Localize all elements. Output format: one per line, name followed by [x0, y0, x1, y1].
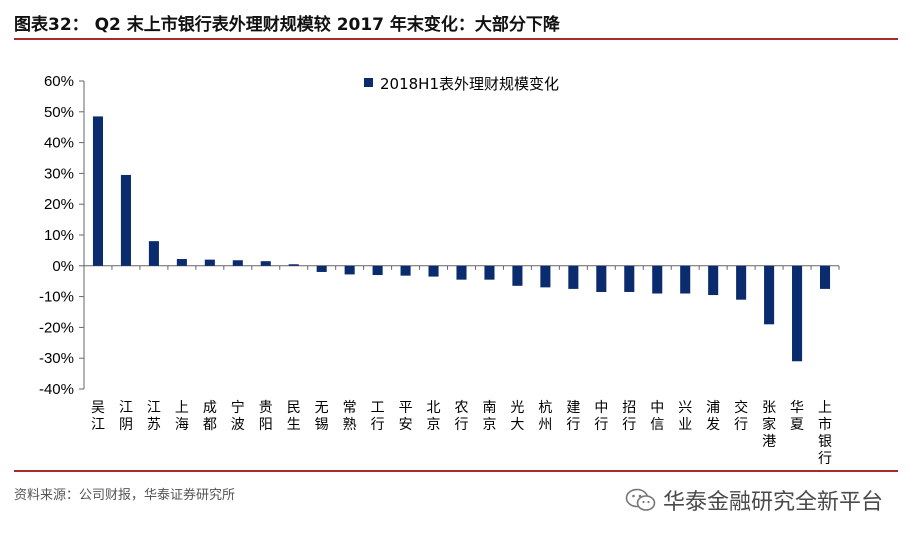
- bar-25: [764, 265, 775, 325]
- y-tick-label: -10%: [39, 289, 74, 306]
- bar-18: [568, 265, 579, 289]
- x-tick-label: 南京: [482, 400, 496, 433]
- x-tick-label: 江阴: [119, 400, 133, 433]
- bar-6: [232, 260, 243, 266]
- bar-chart: -40% -30% -20% -10% 0% 10% 20% 30% 40% 50% 60% 吴江江阴…: [39, 73, 840, 467]
- watermark: 华泰金融研究全新平台: [625, 484, 883, 516]
- bar-11: [372, 265, 383, 276]
- x-tick-label: 杭州: [538, 400, 552, 433]
- y-tick-label: 0%: [52, 258, 74, 275]
- source-divider: [14, 470, 898, 472]
- y-tick-label: 50%: [44, 104, 74, 121]
- bar-19: [596, 265, 607, 292]
- x-tick-label: 浦发: [706, 400, 720, 433]
- x-tick-label: 宁波: [231, 399, 245, 433]
- y-tick-label: 20%: [44, 196, 74, 213]
- bar-1: [92, 116, 104, 266]
- wechat-icon: [625, 488, 656, 511]
- bar-24: [736, 265, 747, 300]
- bar-22: [680, 265, 691, 294]
- legend-label: 2018H1表外理财规模变化: [380, 75, 559, 93]
- x-tick-label: 吴江: [91, 400, 105, 433]
- bar-12: [400, 265, 411, 276]
- watermark-text: 华泰金融研究全新平台: [663, 490, 884, 515]
- legend-swatch: [364, 78, 373, 87]
- x-tick-label: 江苏: [147, 400, 161, 433]
- y-tick-label: 10%: [44, 227, 74, 244]
- x-tick-label: 上海: [175, 400, 189, 433]
- y-tick-label: 30%: [44, 165, 74, 182]
- bar-27: [819, 265, 831, 289]
- x-tick-label: 中信: [650, 400, 664, 433]
- x-tick-label: 贵阳: [259, 400, 273, 433]
- bar-8: [288, 264, 299, 266]
- bar-23: [708, 265, 719, 296]
- x-tick-label: 成都: [203, 400, 217, 433]
- x-tick-label: 上市银行: [818, 400, 832, 467]
- x-tick-label: 光大: [510, 400, 524, 433]
- x-tick-label: 平安: [399, 400, 413, 433]
- x-tick-label: 民生: [287, 400, 301, 433]
- bar-9: [316, 265, 327, 272]
- x-tick-label: 兴业: [678, 400, 692, 433]
- x-tick-label: 华夏: [790, 400, 804, 433]
- y-tick-label: -40%: [39, 381, 74, 398]
- bar-5: [204, 259, 215, 266]
- x-tick-label: 张家港: [762, 400, 776, 450]
- x-tick-label: 北京: [427, 400, 441, 433]
- bar-20: [624, 265, 635, 292]
- bar-17: [540, 265, 551, 288]
- bar-21: [652, 265, 663, 294]
- x-tick-label: 无锡: [315, 400, 329, 433]
- bar-14: [456, 265, 467, 280]
- source-note: 资料来源：公司财报，华泰证券研究所: [14, 488, 236, 503]
- x-tick-label: 工行: [371, 400, 385, 433]
- bar-10: [344, 265, 355, 275]
- bar-15: [484, 265, 495, 280]
- x-tick-label: 招行: [622, 400, 636, 433]
- y-tick-label: 60%: [44, 73, 74, 90]
- x-tick-label: 建行: [566, 400, 580, 433]
- title-divider: [14, 38, 898, 40]
- bar-26: [792, 265, 803, 362]
- bar-4: [176, 259, 187, 266]
- bar-7: [260, 261, 271, 266]
- y-tick-label: -20%: [39, 319, 74, 336]
- bar-3: [148, 241, 159, 266]
- x-tick-label: 农行: [455, 400, 469, 433]
- y-tick-label: 40%: [44, 135, 74, 152]
- x-tick-label: 常熟: [343, 400, 357, 433]
- x-tick-label: 中行: [594, 400, 608, 433]
- y-tick-label: -30%: [39, 350, 74, 367]
- bar-2: [120, 174, 131, 266]
- bar-16: [512, 265, 523, 286]
- x-tick-label: 交行: [734, 399, 748, 433]
- figure-title: 图表32： Q2 末上市银行表外理财规模较 2017 年末变化：大部分下降: [14, 15, 560, 35]
- bar-13: [428, 265, 439, 277]
